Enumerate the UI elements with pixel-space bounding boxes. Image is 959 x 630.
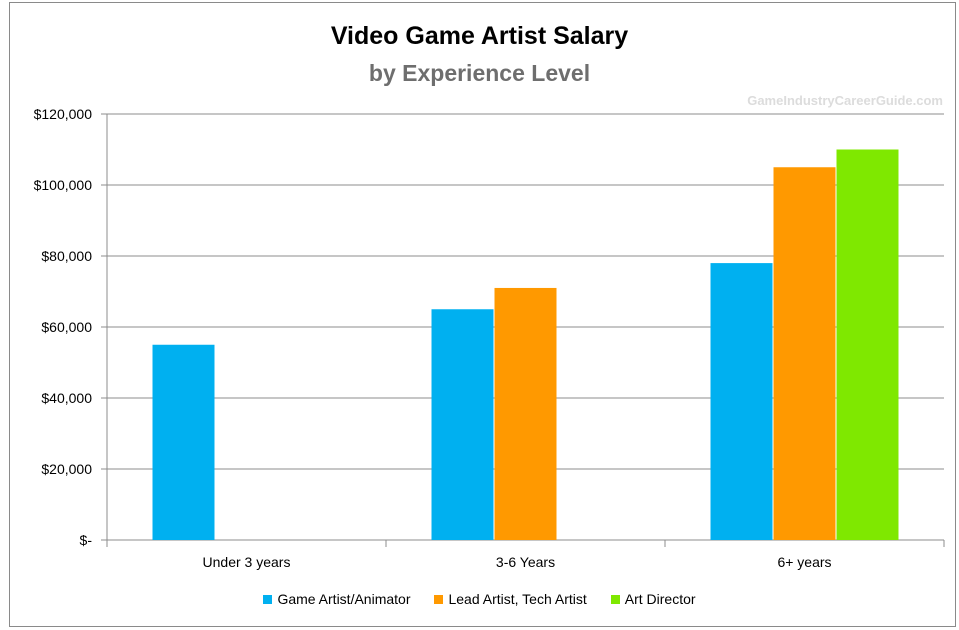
legend-swatch <box>610 595 620 604</box>
y-tick-label: $20,000 <box>41 461 92 477</box>
bar-art-director <box>836 149 899 540</box>
legend-item: Game Artist/Animator <box>263 591 410 607</box>
y-tick-label: $80,000 <box>41 248 92 264</box>
y-tick-label: $60,000 <box>41 319 92 335</box>
bar-game-artist-animator <box>152 344 215 540</box>
chart-subtitle: by Experience Level <box>368 60 591 86</box>
watermark: GameIndustryCareerGuide.com <box>747 93 943 108</box>
chart-title: Video Game Artist Salary <box>330 22 629 50</box>
bar-lead-artist-tech-artist <box>773 167 836 540</box>
legend-item: Art Director <box>610 591 696 607</box>
legend-label: Game Artist/Animator <box>277 591 411 607</box>
y-tick-label: $40,000 <box>41 390 92 406</box>
legend-item: Lead Artist, Tech Artist <box>434 591 587 607</box>
bar-game-artist-animator <box>710 263 773 540</box>
bar-lead-artist-tech-artist <box>494 287 557 540</box>
x-tick-label: 6+ years <box>777 554 831 570</box>
legend-swatch <box>434 595 444 604</box>
x-tick-label: 3-6 Years <box>496 554 555 570</box>
legend-swatch <box>263 595 273 604</box>
y-tick-label: $- <box>80 532 93 548</box>
y-tick-label: $100,000 <box>34 177 93 193</box>
y-tick-label: $120,000 <box>34 106 93 122</box>
bar-game-artist-animator <box>431 309 494 540</box>
legend-label: Art Director <box>624 591 696 607</box>
x-tick-label: Under 3 years <box>203 554 291 570</box>
legend-label: Lead Artist, Tech Artist <box>448 591 587 607</box>
legend: Game Artist/Animator Lead Artist, Tech Ar… <box>0 591 959 607</box>
